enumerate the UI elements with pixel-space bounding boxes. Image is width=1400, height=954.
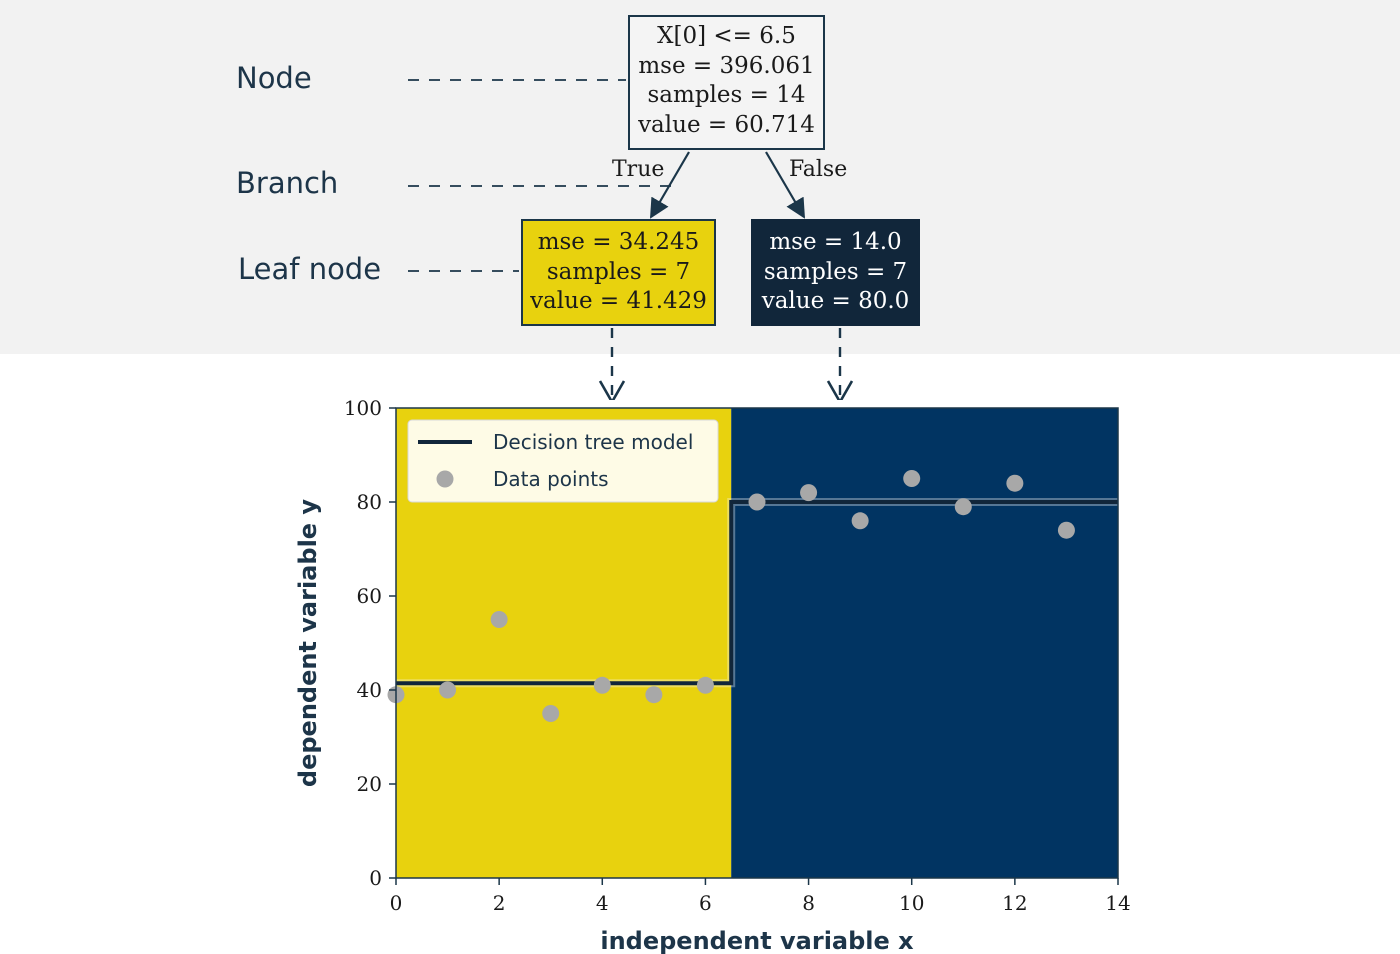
data-point [696, 676, 714, 694]
regression-chart: 0 2 4 6 8 10 12 14 0 20 40 60 80 100 independent var… [294, 396, 1131, 954]
left-leaf-value-text: value = 41.429 [530, 288, 707, 314]
root-value-text: value = 60.714 [638, 111, 815, 138]
legend-points-swatch [436, 470, 454, 488]
root-samples-text: samples = 14 [647, 82, 806, 108]
x-tick-label: 12 [1002, 891, 1027, 915]
y-axis-title: dependent variable y [294, 499, 322, 788]
x-tick-label: 14 [1105, 891, 1130, 915]
connector-overlay [408, 79, 854, 400]
data-point [1057, 521, 1075, 539]
plot-frame [395, 407, 1119, 879]
data-point [851, 512, 869, 530]
data-point [954, 498, 972, 516]
left-leaf-arrowhead [598, 380, 626, 400]
x-tick-label: 2 [493, 891, 506, 915]
right-leaf-samples-text: samples = 7 [763, 258, 908, 285]
false-branch-label: False [789, 157, 848, 182]
y-tick-label: 80 [357, 490, 382, 514]
y-tick-label: 20 [357, 772, 382, 796]
right-leaf-arrowhead [826, 380, 854, 400]
decision-tree-model-line [396, 498, 1118, 688]
data-point [1006, 474, 1024, 492]
true-branch-label: True [612, 157, 665, 182]
x-tick-label: 8 [802, 891, 815, 915]
y-tick-label: 0 [369, 866, 382, 890]
data-points-series [387, 470, 1075, 722]
legend-box [407, 419, 719, 503]
y-axis-ticks: 0 20 40 60 80 100 [344, 396, 396, 890]
node-annotation-label: Node [236, 61, 312, 95]
left-leaf-samples-text: samples = 7 [546, 258, 691, 285]
root-node: X[0] <= 6.5 mse = 396.061 samples = 14 v… [628, 15, 825, 150]
left-leaf-mse-text: mse = 34.245 [537, 229, 700, 255]
data-point [439, 681, 457, 699]
right-region [731, 408, 1118, 878]
y-tick-label: 100 [344, 396, 382, 420]
x-axis-title: independent variable x [600, 927, 914, 954]
data-point [645, 686, 663, 704]
left-leaf-node: mse = 34.245 samples = 7 value = 41.429 [521, 219, 716, 326]
root-mse-text: mse = 396.061 [638, 52, 815, 79]
data-point [800, 484, 818, 502]
model-line [396, 500, 1118, 686]
leaf-annotation-label: Leaf node [238, 252, 382, 286]
true-branch-arrow [650, 151, 690, 219]
right-leaf-value-text: value = 80.0 [761, 288, 910, 314]
right-leaf-mse-text: mse = 14.0 [769, 229, 902, 255]
data-point [903, 470, 921, 487]
x-tick-label: 4 [596, 891, 609, 915]
y-tick-label: 60 [357, 584, 382, 608]
x-tick-label: 6 [699, 891, 712, 915]
legend-points-label: Data points [493, 467, 609, 491]
right-leaf-node: mse = 14.0 samples = 7 value = 80.0 [751, 219, 920, 326]
data-point [748, 493, 766, 511]
data-point [490, 611, 508, 628]
chart-legend: Decision tree model Data points [407, 419, 719, 503]
x-tick-label: 0 [390, 891, 403, 915]
root-split-text: X[0] <= 6.5 [657, 23, 796, 49]
false-branch-arrow [765, 151, 805, 219]
x-axis-ticks: 0 2 4 6 8 10 12 14 [390, 878, 1131, 915]
legend-model-label: Decision tree model [493, 430, 693, 454]
x-tick-label: 10 [899, 891, 924, 915]
data-point [542, 705, 560, 722]
data-point [593, 676, 611, 694]
y-tick-label: 40 [357, 678, 382, 702]
branch-annotation-label: Branch [236, 166, 339, 200]
